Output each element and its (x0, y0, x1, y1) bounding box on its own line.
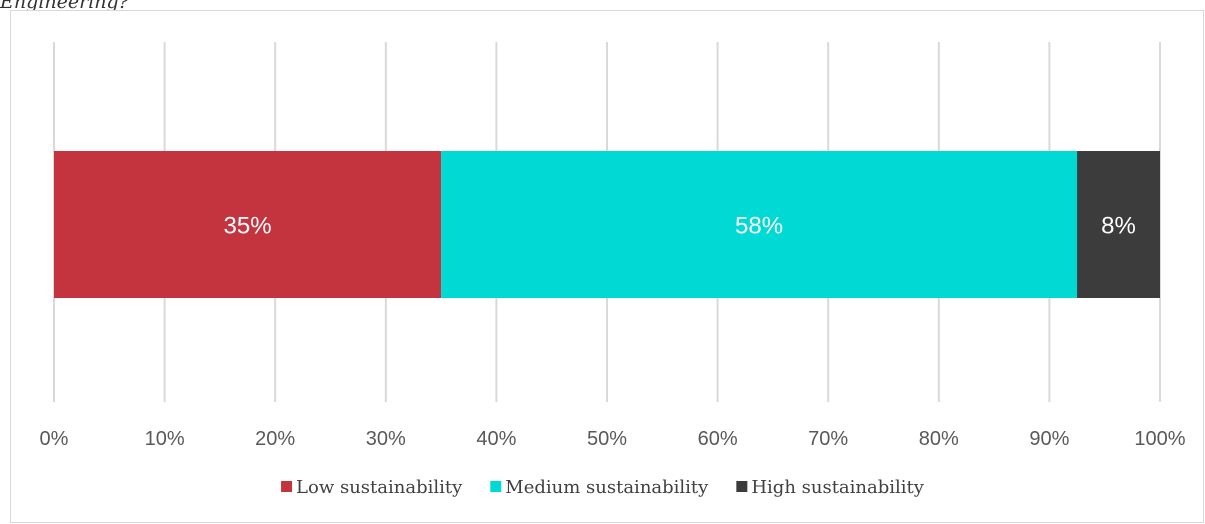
x-tick-label: 90% (1029, 428, 1069, 450)
x-tick-label: 100% (1134, 428, 1185, 450)
bar-data-label: 8% (1101, 213, 1136, 240)
bar-segment (54, 151, 442, 298)
x-tick-label: 70% (808, 428, 848, 450)
bar-data-label: 35% (224, 213, 272, 240)
legend-label: Medium sustainability (505, 477, 709, 498)
x-tick-label: 60% (698, 428, 738, 450)
x-tick-label: 20% (255, 428, 295, 450)
bar-segment (441, 151, 1078, 298)
x-tick-label: 0% (40, 428, 69, 450)
legend: Low sustainability Medium sustainability H… (281, 477, 925, 498)
x-tick-label: 80% (919, 428, 959, 450)
legend-swatch (281, 481, 293, 492)
x-tick-label: 50% (587, 428, 627, 450)
chart-caption: Engineering? (0, 0, 129, 13)
legend-label: Low sustainability (296, 477, 463, 498)
legend-swatch (736, 481, 748, 492)
legend-swatch (490, 481, 502, 492)
bar-segment (1077, 151, 1160, 298)
bar-data-label: 58% (735, 213, 783, 240)
x-tick-label: 30% (366, 428, 406, 450)
x-tick-label: 40% (476, 428, 516, 450)
x-tick-label: 10% (145, 428, 185, 450)
legend-label: High sustainability (751, 477, 924, 498)
